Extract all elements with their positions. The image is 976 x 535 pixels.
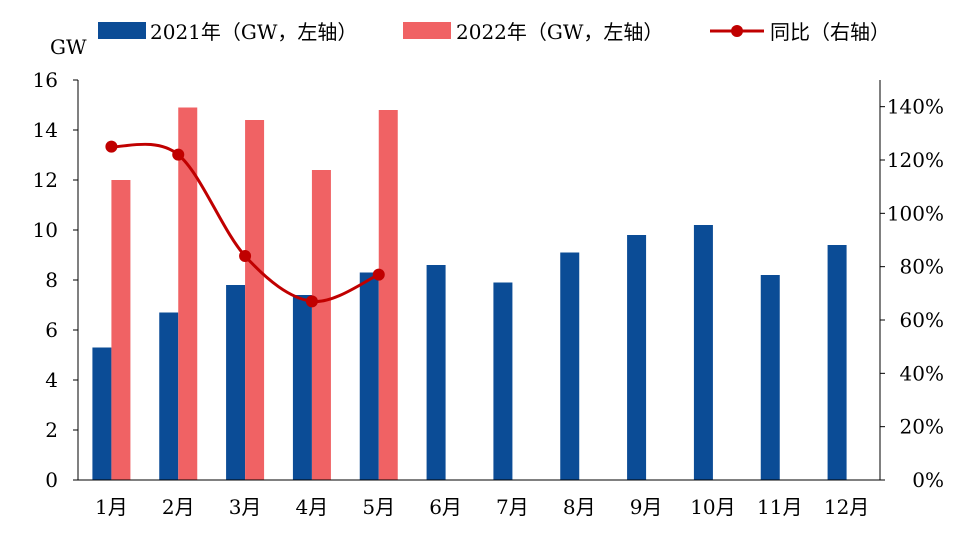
x-tick-label-9: 9月: [630, 495, 663, 519]
y-left-unit-label: GW: [50, 35, 87, 59]
y-right-tick-label-4: 80%: [900, 255, 944, 279]
x-tick-label-1: 1月: [95, 495, 128, 519]
bar-series1-6: [426, 265, 446, 480]
bar-series2-2: [178, 107, 198, 480]
bar-series1-2: [159, 312, 179, 480]
yoy-point-4: [305, 295, 318, 308]
yoy-point-5: [372, 268, 385, 281]
x-tick-label-11: 11月: [757, 495, 802, 519]
x-tick-label-8: 8月: [563, 495, 596, 519]
legend-label-3: 同比（右轴）: [770, 20, 890, 44]
x-tick-label-5: 5月: [362, 495, 395, 519]
x-tick-label-4: 4月: [296, 495, 329, 519]
y-right-tick-label-5: 100%: [887, 201, 944, 225]
x-tick-label-2: 2月: [162, 495, 195, 519]
x-tick-label-12: 12月: [824, 495, 869, 519]
bar-series2-1: [111, 180, 131, 480]
yoy-point-2: [172, 148, 185, 161]
yoy-point-1: [105, 140, 118, 153]
bar-series2-5: [378, 110, 398, 480]
y-left-tick-label-6: 6: [45, 318, 58, 342]
bar-series1-10: [693, 225, 713, 480]
bar-series1-9: [627, 235, 647, 480]
y-left-tick-label-12: 12: [33, 168, 58, 192]
x-tick-label-6: 6月: [429, 495, 462, 519]
bar-series2-3: [245, 120, 265, 480]
y-right-tick-labels: 0% 20% 40% 60% 80% 100% 120% 140%: [887, 95, 944, 492]
y-left-tick-label-8: 8: [45, 268, 58, 292]
legend-label-2: 2022年（GW，左轴）: [456, 20, 663, 44]
legend-swatch-1: [98, 22, 146, 39]
y-left-tick-label-14: 14: [33, 118, 58, 142]
axes: [73, 79, 885, 481]
bar-series1-12: [827, 245, 847, 480]
y-right-tick-label-0: 0%: [912, 468, 944, 492]
y-right-tick-label-6: 120%: [887, 148, 944, 172]
bar-series1-7: [493, 282, 513, 480]
bar-series1-4: [292, 295, 312, 480]
bar-series1-11: [760, 275, 780, 480]
y-left-tick-label-4: 4: [45, 368, 58, 392]
legend-swatch-2: [403, 22, 451, 39]
y-right-tick-label-7: 140%: [887, 95, 944, 119]
yoy-point-3: [239, 250, 252, 262]
yoy-line: [105, 140, 385, 308]
x-tick-labels: 1月 2月 3月 4月 5月 6月 7月 8月 9月 10月 11月 12月: [95, 495, 869, 519]
y-right-tick-label-3: 60%: [900, 308, 944, 332]
bar-series2-4: [311, 170, 331, 480]
y-left-tick-label-0: 0: [45, 468, 58, 492]
y-left-tick-labels: 0 2 4 6 8 10 12 14 16: [33, 68, 58, 492]
x-tick-label-10: 10月: [690, 495, 735, 519]
legend-label-1: 2021年（GW，左轴）: [150, 20, 357, 44]
y-left-tick-label-2: 2: [45, 418, 58, 442]
bar-series1-8: [560, 252, 580, 480]
bars: [92, 107, 847, 480]
y-left-tick-label-10: 10: [33, 218, 58, 242]
y-right-tick-label-1: 20%: [900, 415, 944, 439]
legend-marker-3: [731, 25, 743, 37]
y-left-tick-label-16: 16: [33, 68, 58, 92]
x-tick-label-3: 3月: [229, 495, 262, 519]
bar-series1-3: [226, 285, 246, 480]
legend: 2021年（GW，左轴） 2022年（GW，左轴） 同比（右轴）: [98, 20, 890, 44]
y-right-tick-label-2: 40%: [900, 361, 944, 385]
bar-series1-5: [359, 272, 379, 480]
bar-series1-1: [92, 347, 112, 480]
x-tick-label-7: 7月: [496, 495, 529, 519]
